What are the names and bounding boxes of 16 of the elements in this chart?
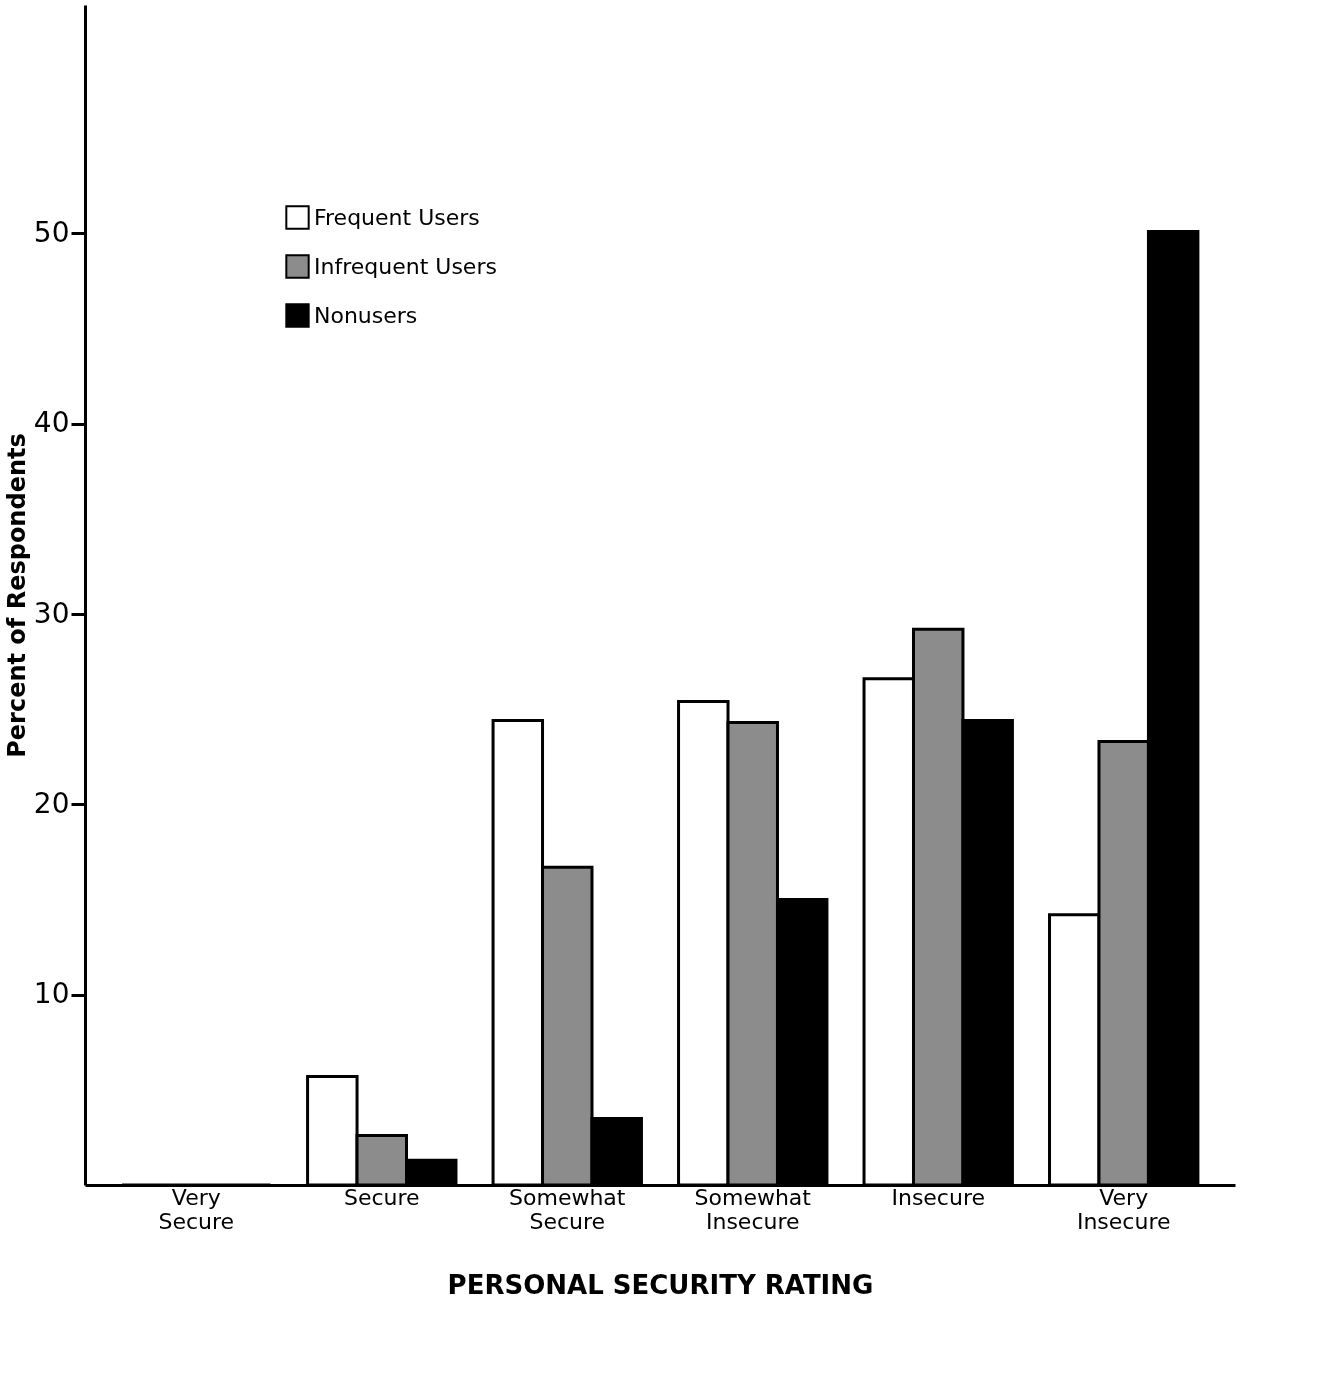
y-tick-label: 30 xyxy=(33,596,70,630)
x-tick-label: Very Insecure xyxy=(1076,1184,1171,1234)
y-tick-label: 10 xyxy=(33,977,70,1011)
y-axis-title: Percent of Respondents xyxy=(2,433,31,758)
x-tick-label: Somewhat Secure xyxy=(509,1184,626,1234)
legend-label: Nonusers xyxy=(314,302,418,328)
x-tick-label: Very Secure xyxy=(158,1184,235,1234)
x-tick-label: Somewhat Insecure xyxy=(694,1184,812,1234)
legend-label: Infrequent Users xyxy=(314,253,497,279)
x-tick-label: Insecure xyxy=(891,1184,986,1210)
y-tick-label: 20 xyxy=(33,786,70,820)
x-axis-title: PERSONAL SECURITY RATING xyxy=(447,1269,874,1300)
y-tick-label: 50 xyxy=(33,215,70,249)
x-tick-label: Secure xyxy=(343,1184,420,1210)
legend-label: Frequent Users xyxy=(314,204,480,230)
y-tick-label: 40 xyxy=(33,406,70,440)
